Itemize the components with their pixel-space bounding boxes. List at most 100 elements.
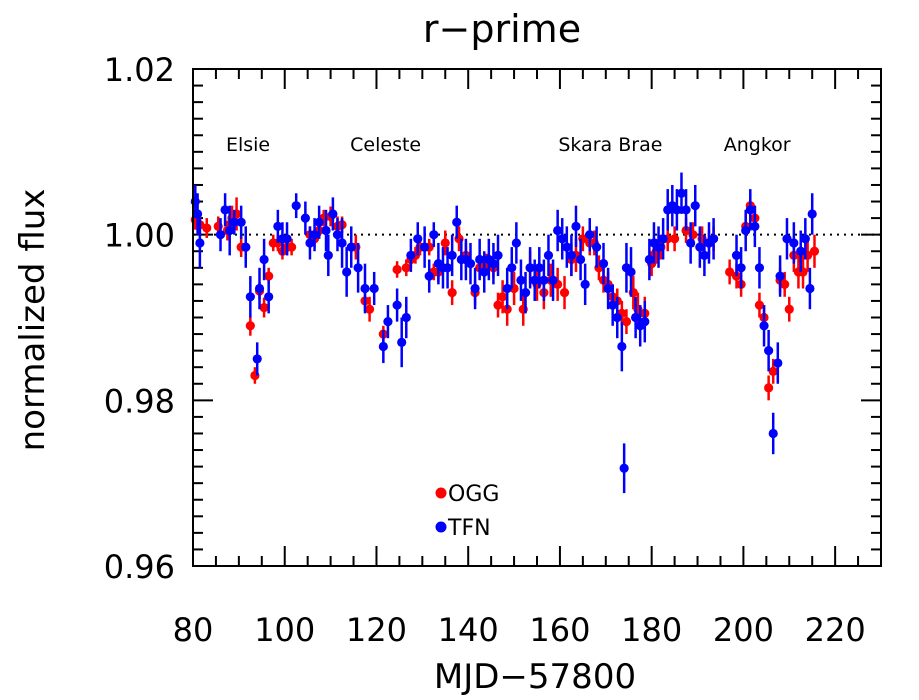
group-annotation: Angkor — [724, 134, 791, 156]
group-annotation: Skara Brae — [558, 134, 662, 156]
tfn-data-point — [619, 463, 629, 473]
tfn-data-point — [562, 242, 572, 252]
tfn-data-point — [754, 263, 765, 273]
tfn-data-point — [745, 205, 755, 215]
tfn-data-point — [442, 263, 453, 273]
tfn-data-point — [332, 230, 343, 240]
tfn-data-point — [254, 283, 265, 294]
tfn-data-point — [640, 317, 650, 327]
tfn-data-point — [342, 267, 352, 277]
tfn-data-point — [452, 217, 462, 227]
chart-title: r−prime — [423, 7, 581, 51]
tfn-data-point — [259, 254, 269, 265]
tfn-data-point — [470, 283, 480, 294]
tfn-data-point — [672, 205, 682, 215]
ogg-data-point — [401, 263, 411, 273]
tfn-data-point — [598, 259, 609, 269]
tfn-data-point — [699, 250, 710, 260]
tfn-data-point — [369, 283, 379, 294]
tfn-data-point — [741, 225, 751, 236]
tfn-data-point — [229, 217, 239, 227]
tfn-data-point — [592, 242, 602, 252]
tfn-data-point — [708, 234, 719, 244]
ogg-data-point — [784, 304, 794, 314]
tfn-data-point — [392, 300, 402, 310]
x-tick-label: 180 — [621, 611, 682, 649]
tfn-data-point — [321, 225, 331, 236]
tfn-data-point — [571, 221, 581, 231]
tfn-data-point — [525, 263, 535, 273]
plot-frame — [192, 68, 882, 567]
tfn-data-point — [534, 263, 544, 273]
tfn-data-point — [658, 234, 668, 244]
y-tick-label: 0.98 — [104, 382, 175, 420]
tfn-data-point — [796, 246, 806, 256]
tfn-data-point — [520, 288, 531, 298]
tfn-data-point — [397, 337, 407, 347]
tfn-data-point — [420, 242, 430, 252]
tfn-data-point — [413, 234, 423, 244]
group-annotation: Elsie — [226, 134, 270, 156]
tfn-data-point — [300, 213, 310, 223]
tfn-data-point — [644, 254, 654, 265]
tfn-data-point — [475, 254, 485, 265]
x-tick-label: 80 — [173, 611, 214, 649]
tfn-data-point — [543, 250, 554, 260]
x-tick-label: 200 — [713, 611, 774, 649]
tfn-data-point — [750, 221, 760, 231]
tfn-data-point — [695, 242, 705, 252]
tfn-data-point — [337, 238, 347, 248]
tfn-data-point — [548, 275, 558, 285]
ogg-data-point — [259, 302, 269, 313]
y-tick-label: 0.96 — [104, 548, 175, 586]
tfn-data-point — [282, 234, 292, 244]
tfn-data-point — [690, 201, 700, 211]
tfn-data-point — [516, 275, 526, 285]
y-tick-label: 1.02 — [104, 51, 175, 89]
legend-ogg-label: OGG — [448, 482, 499, 507]
tfn-data-point — [383, 317, 393, 327]
annotations: Elsie Celeste Skara Brae Angkor — [226, 134, 791, 156]
y-tick-label: 1.00 — [104, 217, 175, 255]
ogg-data-point — [621, 317, 632, 327]
tfn-data-point — [511, 238, 521, 248]
ogg-data-point — [440, 238, 450, 248]
tfn-data-point — [488, 259, 499, 269]
tfn-data-point — [626, 267, 636, 277]
tfn-data-point — [447, 250, 457, 260]
tfn-data-point — [617, 341, 627, 352]
ogg-data-point — [287, 242, 297, 252]
tfn-data-point — [273, 221, 283, 231]
axis-ticks: 80 100 120 140 160 180 200 220 0.96 0.98 1.00 1.02 — [104, 51, 882, 649]
tfn-data-point — [346, 242, 356, 252]
tfn-data-point — [557, 234, 567, 244]
tfn-data-point — [195, 238, 205, 248]
tfn-data-point — [252, 354, 262, 364]
tfn-data-point — [603, 283, 613, 294]
tfn-data-point — [782, 234, 792, 244]
ogg-data-point — [809, 246, 820, 256]
tfn-data-point — [676, 188, 687, 198]
tfn-data-point — [192, 209, 203, 219]
tfn-data-point — [424, 271, 434, 281]
tfn-data-point — [775, 271, 785, 281]
legend: OGG TFN — [435, 482, 499, 541]
tfn-data-point — [731, 250, 742, 260]
y-axis-label: normalized flux — [13, 189, 53, 452]
x-tick-label: 220 — [805, 611, 866, 649]
tfn-data-point — [291, 201, 301, 211]
tfn-data-point — [585, 230, 595, 240]
legend-ogg-marker — [435, 487, 447, 499]
data-marks — [190, 172, 820, 494]
ogg-data-point — [768, 366, 778, 376]
tfn-data-point — [805, 283, 815, 294]
tfn-data-point — [502, 283, 512, 294]
tfn-data-point — [612, 312, 622, 323]
tfn-data-point — [465, 259, 476, 269]
tfn-data-point — [681, 205, 691, 215]
tfn-data-point — [305, 238, 315, 248]
group-annotation: Celeste — [350, 134, 421, 156]
ogg-data-point — [559, 288, 570, 298]
tfn-data-point — [507, 263, 517, 273]
